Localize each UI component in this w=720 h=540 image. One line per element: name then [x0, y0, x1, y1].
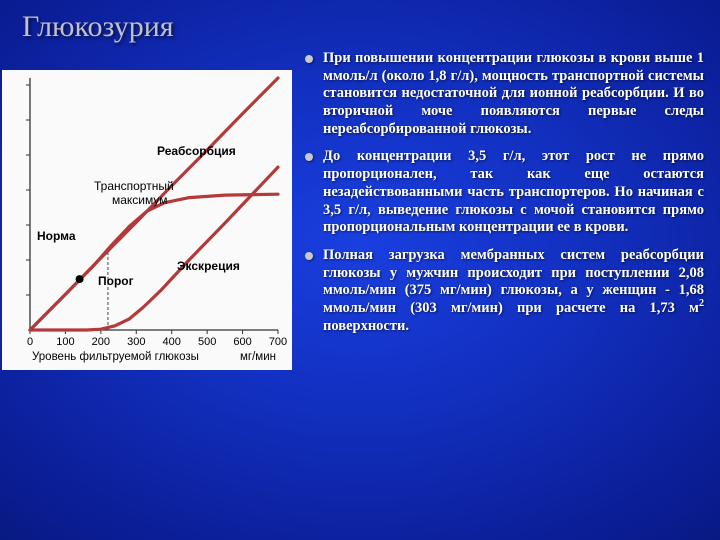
slide-title: Глюкозурия — [0, 0, 720, 50]
slide: Глюкозурия 0 100 200 300 400 500 600 700 Уровень… — [0, 0, 720, 540]
svg-text:700: 700 — [269, 336, 287, 348]
svg-text:Экскреция: Экскреция — [177, 259, 240, 273]
slide-body: 0 100 200 300 400 500 600 700 Уровень фильтруемо… — [0, 50, 720, 540]
chart-svg: 0 100 200 300 400 500 600 700 Уровень фильтруемо… — [2, 70, 292, 370]
svg-text:200: 200 — [92, 336, 110, 348]
svg-text:0: 0 — [27, 336, 33, 348]
svg-text:Реабсорбция: Реабсорбция — [157, 144, 236, 158]
chart-column: 0 100 200 300 400 500 600 700 Уровень фильтруемо… — [0, 50, 295, 540]
svg-text:Уровень фильтруемой глюкозы: Уровень фильтруемой глюкозы — [32, 351, 199, 363]
svg-text:Норма: Норма — [37, 229, 76, 243]
svg-text:300: 300 — [127, 336, 145, 348]
bullet-1: При повышении концентрации глюкозы в кро… — [301, 50, 710, 148]
svg-text:600: 600 — [233, 336, 251, 348]
svg-text:500: 500 — [198, 336, 216, 348]
svg-text:400: 400 — [163, 336, 181, 348]
svg-text:Порог: Порог — [98, 274, 134, 288]
bullet-2: До концентрации 3,5 г/л, этот рост не пр… — [301, 148, 710, 246]
bullet-list: При повышении концентрации глюкозы в кро… — [301, 50, 710, 345]
glucose-chart: 0 100 200 300 400 500 600 700 Уровень фильтруемо… — [2, 70, 292, 370]
bullet-3: Полная загрузка мембранных систем реабсо… — [301, 247, 710, 345]
svg-text:мг/мин: мг/мин — [240, 351, 276, 363]
svg-text:100: 100 — [56, 336, 74, 348]
svg-text:максимум: максимум — [112, 193, 168, 207]
svg-text:Транспортный: Транспортный — [94, 179, 174, 193]
text-column: При повышении концентрации глюкозы в кро… — [295, 50, 710, 540]
